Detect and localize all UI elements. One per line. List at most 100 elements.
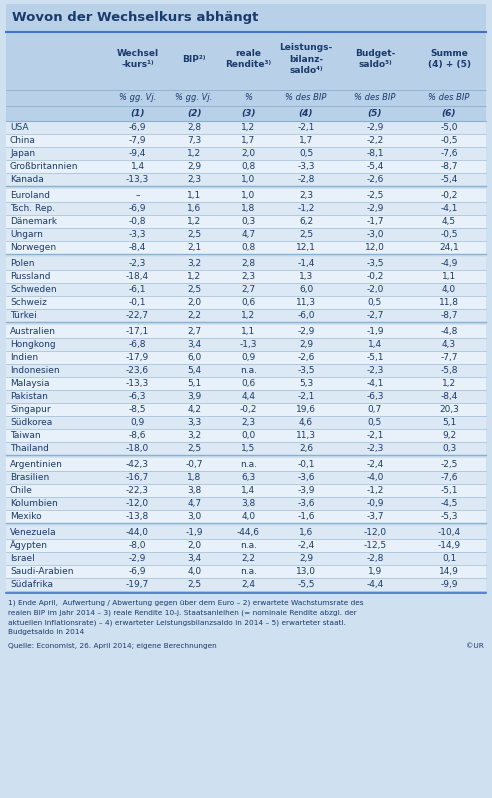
Text: Norwegen: Norwegen bbox=[10, 243, 56, 252]
Text: 1,6: 1,6 bbox=[299, 528, 313, 537]
Text: -3,7: -3,7 bbox=[366, 512, 384, 521]
Text: -0,1: -0,1 bbox=[297, 460, 315, 469]
Text: -0,5: -0,5 bbox=[440, 230, 458, 239]
Text: -5,8: -5,8 bbox=[440, 366, 458, 375]
Text: -2,8: -2,8 bbox=[366, 554, 384, 563]
Text: Schweden: Schweden bbox=[10, 285, 57, 294]
Text: 1,2: 1,2 bbox=[187, 272, 201, 281]
Text: 3,8: 3,8 bbox=[241, 499, 255, 508]
Text: 14,9: 14,9 bbox=[439, 567, 459, 576]
Text: 1,1: 1,1 bbox=[187, 191, 201, 200]
Bar bbox=[6, 458, 486, 471]
Text: 2,7: 2,7 bbox=[187, 327, 201, 336]
Text: Summe
(4) + (5): Summe (4) + (5) bbox=[428, 49, 470, 69]
Text: Tsch. Rep.: Tsch. Rep. bbox=[10, 204, 55, 213]
Text: 1,8: 1,8 bbox=[241, 204, 255, 213]
Text: 2,5: 2,5 bbox=[299, 230, 313, 239]
Text: -44,6: -44,6 bbox=[237, 528, 260, 537]
Text: (6): (6) bbox=[442, 109, 456, 118]
Bar bbox=[6, 189, 486, 202]
Text: Argentinien: Argentinien bbox=[10, 460, 63, 469]
Text: -0,2: -0,2 bbox=[366, 272, 384, 281]
Text: 0,5: 0,5 bbox=[368, 298, 382, 307]
Text: 6,0: 6,0 bbox=[187, 353, 201, 362]
Text: 5,1: 5,1 bbox=[442, 418, 456, 427]
Text: Indonesien: Indonesien bbox=[10, 366, 60, 375]
Text: 4,7: 4,7 bbox=[187, 499, 201, 508]
Text: 2,3: 2,3 bbox=[187, 175, 201, 184]
Bar bbox=[6, 471, 486, 484]
Text: 2,5: 2,5 bbox=[187, 580, 201, 589]
Text: -8,7: -8,7 bbox=[440, 162, 458, 171]
Text: n.a.: n.a. bbox=[240, 567, 257, 576]
Text: Großbritannien: Großbritannien bbox=[10, 162, 79, 171]
Text: -3,3: -3,3 bbox=[129, 230, 146, 239]
Text: -7,6: -7,6 bbox=[440, 149, 458, 158]
Text: n.a.: n.a. bbox=[240, 366, 257, 375]
Text: -13,3: -13,3 bbox=[126, 175, 149, 184]
Text: -5,1: -5,1 bbox=[440, 486, 458, 495]
Text: -2,6: -2,6 bbox=[297, 353, 315, 362]
Text: 0,9: 0,9 bbox=[241, 353, 255, 362]
Text: -14,9: -14,9 bbox=[437, 541, 461, 550]
Text: -2,1: -2,1 bbox=[366, 431, 384, 440]
Text: Indien: Indien bbox=[10, 353, 38, 362]
Text: 0,1: 0,1 bbox=[442, 554, 456, 563]
Text: 2,7: 2,7 bbox=[242, 285, 255, 294]
Text: 4,2: 4,2 bbox=[187, 405, 201, 414]
Text: (3): (3) bbox=[241, 109, 256, 118]
Text: Ungarn: Ungarn bbox=[10, 230, 43, 239]
Text: -2,7: -2,7 bbox=[366, 311, 384, 320]
Text: 1,7: 1,7 bbox=[241, 136, 255, 145]
Text: 4,7: 4,7 bbox=[242, 230, 255, 239]
Text: 3,9: 3,9 bbox=[187, 392, 201, 401]
Text: Taiwan: Taiwan bbox=[10, 431, 41, 440]
Text: ©UR: ©UR bbox=[466, 643, 484, 649]
Text: 0,5: 0,5 bbox=[368, 418, 382, 427]
Bar bbox=[6, 173, 486, 186]
Text: Pakistan: Pakistan bbox=[10, 392, 48, 401]
Text: Schweiz: Schweiz bbox=[10, 298, 47, 307]
Bar bbox=[6, 565, 486, 578]
Text: -12,5: -12,5 bbox=[363, 541, 386, 550]
Text: -19,7: -19,7 bbox=[126, 580, 149, 589]
Text: -3,5: -3,5 bbox=[297, 366, 315, 375]
Text: Südkorea: Südkorea bbox=[10, 418, 52, 427]
Text: -2,9: -2,9 bbox=[297, 327, 315, 336]
Text: -2,9: -2,9 bbox=[366, 204, 384, 213]
Bar bbox=[6, 106, 486, 121]
Bar bbox=[6, 510, 486, 523]
Text: 0,7: 0,7 bbox=[368, 405, 382, 414]
Text: Kolumbien: Kolumbien bbox=[10, 499, 58, 508]
Text: Leistungs-
bilanz-
saldo⁴⁾: Leistungs- bilanz- saldo⁴⁾ bbox=[279, 43, 333, 74]
Text: 2,0: 2,0 bbox=[187, 298, 201, 307]
Bar bbox=[6, 257, 486, 270]
Text: -2,4: -2,4 bbox=[297, 541, 314, 550]
Text: -12,0: -12,0 bbox=[363, 528, 386, 537]
Bar bbox=[6, 309, 486, 322]
Text: -18,0: -18,0 bbox=[126, 444, 149, 453]
Text: Singapur: Singapur bbox=[10, 405, 51, 414]
Text: 0,6: 0,6 bbox=[241, 379, 255, 388]
Text: (4): (4) bbox=[299, 109, 313, 118]
Text: (2): (2) bbox=[187, 109, 201, 118]
Text: Chile: Chile bbox=[10, 486, 33, 495]
Text: realen BIP im Jahr 2014 – 3) reale Rendite 10-j. Staatsanleihen (= nominale Rend: realen BIP im Jahr 2014 – 3) reale Rendi… bbox=[8, 609, 357, 615]
Text: -0,1: -0,1 bbox=[129, 298, 146, 307]
Text: 1,1: 1,1 bbox=[241, 327, 255, 336]
Text: 5,3: 5,3 bbox=[299, 379, 313, 388]
Text: 11,3: 11,3 bbox=[296, 298, 316, 307]
Text: reale
Rendite³⁾: reale Rendite³⁾ bbox=[225, 49, 272, 69]
Bar bbox=[6, 147, 486, 160]
Text: Ägypten: Ägypten bbox=[10, 540, 48, 551]
Text: 4,4: 4,4 bbox=[242, 392, 255, 401]
Bar bbox=[6, 552, 486, 565]
Bar bbox=[6, 4, 486, 32]
Text: Dänemark: Dänemark bbox=[10, 217, 57, 226]
Text: % gg. Vj.: % gg. Vj. bbox=[119, 93, 156, 102]
Text: 2,9: 2,9 bbox=[299, 340, 313, 349]
Text: 6,0: 6,0 bbox=[299, 285, 313, 294]
Text: Thailand: Thailand bbox=[10, 444, 49, 453]
Text: -2,8: -2,8 bbox=[297, 175, 315, 184]
Text: % des BIP: % des BIP bbox=[285, 93, 327, 102]
